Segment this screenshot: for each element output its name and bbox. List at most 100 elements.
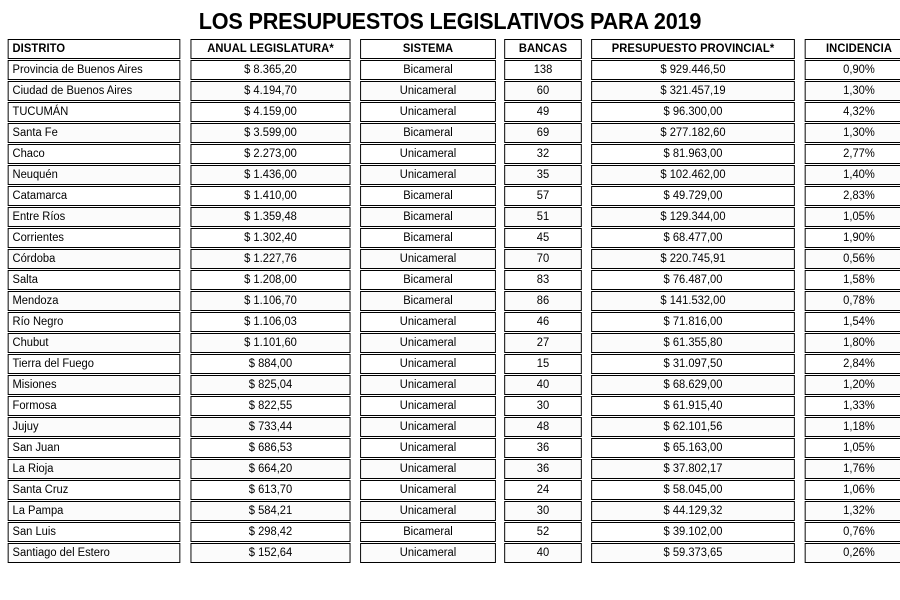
cell-sistema: Unicameral (360, 417, 496, 438)
table-row: Ciudad de Buenos Aires $ 4.194,70 Unicamer… (5, 81, 900, 102)
table-row: Tierra del Fuego $ 884,00 Unicameral 15 $ 31… (5, 354, 900, 375)
cell-anual-legislatura: $ 1.302,40 (190, 228, 351, 249)
cell-presupuesto-provincial: $ 929.446,50 (591, 60, 795, 81)
cell-sistema: Bicameral (360, 270, 496, 291)
page-title: LOS PRESUPUESTOS LEGISLATIVOS PARA 2019 (198, 8, 702, 34)
cell-anual-legislatura: $ 8.365,20 (190, 60, 351, 81)
cell-presupuesto-provincial: $ 62.101,56 (591, 417, 795, 438)
cell-incidencia: 0,90% (804, 60, 900, 81)
table-row: Santiago del Estero $ 152,64 Unicameral 40 $… (5, 543, 900, 564)
table-header: DISTRITO ANUAL LEGISLATURA* SISTEMA BANC… (5, 39, 900, 60)
cell-anual-legislatura: $ 1.359,48 (190, 207, 351, 228)
cell-bancas: 30 (504, 396, 582, 417)
table-row: Córdoba $ 1.227,76 Unicameral 70 $ 220.745,9… (5, 249, 900, 270)
table-row: Salta $ 1.208,00 Bicameral 83 $ 76.487,00 1,5… (5, 270, 900, 291)
cell-sistema: Bicameral (360, 291, 496, 312)
cell-sistema: Unicameral (360, 81, 496, 102)
cell-bancas: 86 (504, 291, 582, 312)
cell-bancas: 35 (504, 165, 582, 186)
cell-incidencia: 1,33% (804, 396, 900, 417)
cell-distrito: Salta (7, 270, 181, 291)
cell-incidencia: 4,32% (804, 102, 900, 123)
cell-incidencia: 1,20% (804, 375, 900, 396)
cell-incidencia: 1,30% (804, 123, 900, 144)
cell-presupuesto-provincial: $ 59.373,65 (591, 543, 795, 564)
table-row: Provincia de Buenos Aires $ 8.365,20 Bicam… (5, 60, 900, 81)
cell-distrito: Chaco (7, 144, 181, 165)
table-row: Santa Fe $ 3.599,00 Bicameral 69 $ 277.182,6… (5, 123, 900, 144)
table-row: Chaco $ 2.273,00 Unicameral 32 $ 81.963,00 2,… (5, 144, 900, 165)
cell-bancas: 32 (504, 144, 582, 165)
cell-bancas: 40 (504, 543, 582, 564)
cell-incidencia: 1,90% (804, 228, 900, 249)
cell-sistema: Unicameral (360, 354, 496, 375)
cell-anual-legislatura: $ 1.106,70 (190, 291, 351, 312)
cell-sistema: Unicameral (360, 459, 496, 480)
cell-anual-legislatura: $ 584,21 (190, 501, 351, 522)
table-row: Chubut $ 1.101,60 Unicameral 27 $ 61.355,80 1… (5, 333, 900, 354)
cell-presupuesto-provincial: $ 37.802,17 (591, 459, 795, 480)
cell-incidencia: 1,18% (804, 417, 900, 438)
cell-bancas: 27 (504, 333, 582, 354)
cell-anual-legislatura: $ 1.227,76 (190, 249, 351, 270)
column-header-incidencia: INCIDENCIA (804, 39, 900, 60)
cell-distrito: Santiago del Estero (7, 543, 181, 564)
cell-distrito: Ciudad de Buenos Aires (7, 81, 181, 102)
cell-sistema: Bicameral (360, 207, 496, 228)
cell-sistema: Unicameral (360, 249, 496, 270)
cell-sistema: Bicameral (360, 60, 496, 81)
cell-bancas: 15 (504, 354, 582, 375)
cell-incidencia: 1,06% (804, 480, 900, 501)
cell-incidencia: 2,77% (804, 144, 900, 165)
cell-presupuesto-provincial: $ 321.457,19 (591, 81, 795, 102)
cell-anual-legislatura: $ 613,70 (190, 480, 351, 501)
cell-incidencia: 2,83% (804, 186, 900, 207)
cell-sistema: Unicameral (360, 480, 496, 501)
cell-presupuesto-provincial: $ 39.102,00 (591, 522, 795, 543)
cell-bancas: 83 (504, 270, 582, 291)
cell-distrito: Formosa (7, 396, 181, 417)
cell-distrito: Santa Cruz (7, 480, 181, 501)
cell-bancas: 70 (504, 249, 582, 270)
table-row: Santa Cruz $ 613,70 Unicameral 24 $ 58.045,0… (5, 480, 900, 501)
cell-anual-legislatura: $ 1.208,00 (190, 270, 351, 291)
cell-incidencia: 1,80% (804, 333, 900, 354)
cell-incidencia: 0,78% (804, 291, 900, 312)
cell-distrito: Jujuy (7, 417, 181, 438)
cell-bancas: 36 (504, 438, 582, 459)
column-header-sistema: SISTEMA (360, 39, 496, 60)
cell-bancas: 52 (504, 522, 582, 543)
cell-bancas: 138 (504, 60, 582, 81)
cell-presupuesto-provincial: $ 220.745,91 (591, 249, 795, 270)
cell-bancas: 46 (504, 312, 582, 333)
cell-presupuesto-provincial: $ 58.045,00 (591, 480, 795, 501)
cell-incidencia: 1,30% (804, 81, 900, 102)
cell-sistema: Unicameral (360, 102, 496, 123)
cell-sistema: Bicameral (360, 228, 496, 249)
cell-presupuesto-provincial: $ 76.487,00 (591, 270, 795, 291)
cell-presupuesto-provincial: $ 96.300,00 (591, 102, 795, 123)
cell-incidencia: 1,58% (804, 270, 900, 291)
cell-distrito: Mendoza (7, 291, 181, 312)
cell-distrito: La Pampa (7, 501, 181, 522)
cell-distrito: Río Negro (7, 312, 181, 333)
cell-anual-legislatura: $ 3.599,00 (190, 123, 351, 144)
cell-anual-legislatura: $ 298,42 (190, 522, 351, 543)
cell-sistema: Unicameral (360, 144, 496, 165)
cell-distrito: Tierra del Fuego (7, 354, 181, 375)
cell-presupuesto-provincial: $ 49.729,00 (591, 186, 795, 207)
column-header-distrito: DISTRITO (7, 39, 181, 60)
cell-distrito: Córdoba (7, 249, 181, 270)
cell-presupuesto-provincial: $ 68.629,00 (591, 375, 795, 396)
cell-bancas: 45 (504, 228, 582, 249)
cell-bancas: 51 (504, 207, 582, 228)
cell-anual-legislatura: $ 1.410,00 (190, 186, 351, 207)
cell-presupuesto-provincial: $ 129.344,00 (591, 207, 795, 228)
table-row: Formosa $ 822,55 Unicameral 30 $ 61.915,40 1,… (5, 396, 900, 417)
cell-sistema: Unicameral (360, 543, 496, 564)
cell-sistema: Unicameral (360, 333, 496, 354)
cell-sistema: Unicameral (360, 312, 496, 333)
cell-distrito: Provincia de Buenos Aires (7, 60, 181, 81)
cell-sistema: Unicameral (360, 375, 496, 396)
